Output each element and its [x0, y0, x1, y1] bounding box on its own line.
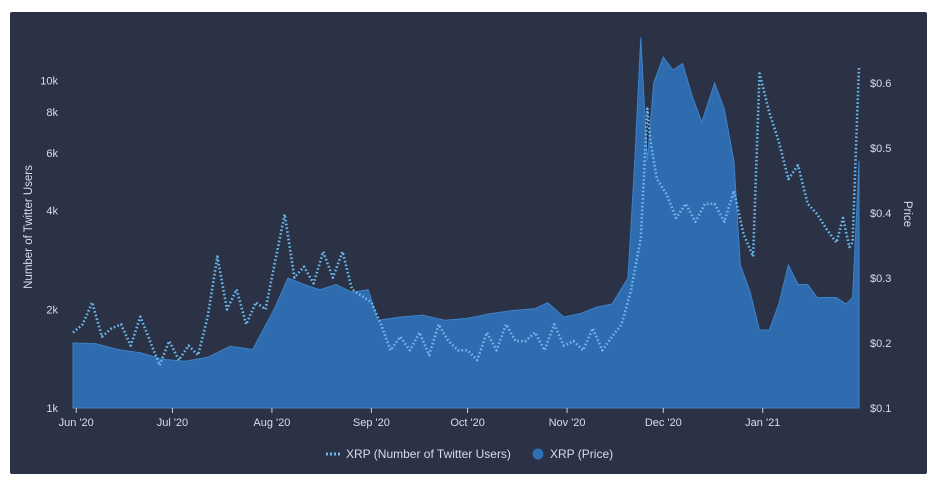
- right-tick-label: $0.1: [870, 403, 891, 415]
- right-tick-label: $0.2: [870, 338, 891, 350]
- right-tick-label: $0.3: [870, 273, 891, 285]
- left-axis-ticks: 1k 2k 4k 6k 8k 10k: [40, 75, 58, 415]
- x-tick-label: Sep '20: [353, 417, 390, 429]
- left-tick-label: 1k: [46, 403, 58, 415]
- x-tick-label: Jan '21: [745, 417, 780, 429]
- price-area: [72, 37, 860, 409]
- chart-panel: Jun '20 Jul '20 Aug '20 Sep '20 Oct '20 Nov '…: [10, 12, 927, 474]
- twitter-users-line-layer: [72, 66, 861, 367]
- right-axis-ticks: $0.1 $0.2 $0.3 $0.4 $0.5 $0.6: [870, 78, 891, 415]
- left-axis-title: Number of Twitter Users: [23, 165, 35, 289]
- right-tick-label: $0.6: [870, 78, 891, 90]
- chart-canvas: Jun '20 Jul '20 Aug '20 Sep '20 Oct '20 Nov '…: [23, 37, 913, 461]
- legend-price-label: XRP (Price): [550, 447, 613, 461]
- legend-item-twitter-users[interactable]: XRP (Number of Twitter Users): [326, 447, 511, 461]
- x-tick-label: Jun '20: [59, 417, 94, 429]
- x-tick-label: Oct '20: [450, 417, 485, 429]
- price-area-layer: [72, 37, 860, 409]
- legend-twitter-users-label: XRP (Number of Twitter Users): [346, 447, 511, 461]
- legend-item-price[interactable]: XRP (Price): [532, 447, 614, 461]
- x-tick-label: Dec '20: [645, 417, 682, 429]
- left-tick-label: 4k: [46, 206, 58, 218]
- right-tick-label: $0.5: [870, 143, 891, 155]
- left-tick-label: 6k: [46, 148, 58, 160]
- x-tick-label: Jul '20: [157, 417, 188, 429]
- twitter-users-line: [72, 66, 861, 367]
- right-tick-label: $0.4: [870, 208, 891, 220]
- x-axis-ticks: Jun '20 Jul '20 Aug '20 Sep '20 Oct '20 Nov '…: [59, 408, 780, 429]
- legend-price-swatch: [532, 448, 544, 460]
- x-tick-label: Aug '20: [253, 417, 290, 429]
- left-tick-label: 10k: [40, 75, 58, 87]
- x-tick-label: Nov '20: [549, 417, 586, 429]
- right-axis-title: Price: [901, 201, 913, 227]
- left-tick-label: 2k: [46, 304, 58, 316]
- legend: XRP (Number of Twitter Users) XRP (Price…: [326, 447, 613, 461]
- left-tick-label: 8k: [46, 107, 58, 119]
